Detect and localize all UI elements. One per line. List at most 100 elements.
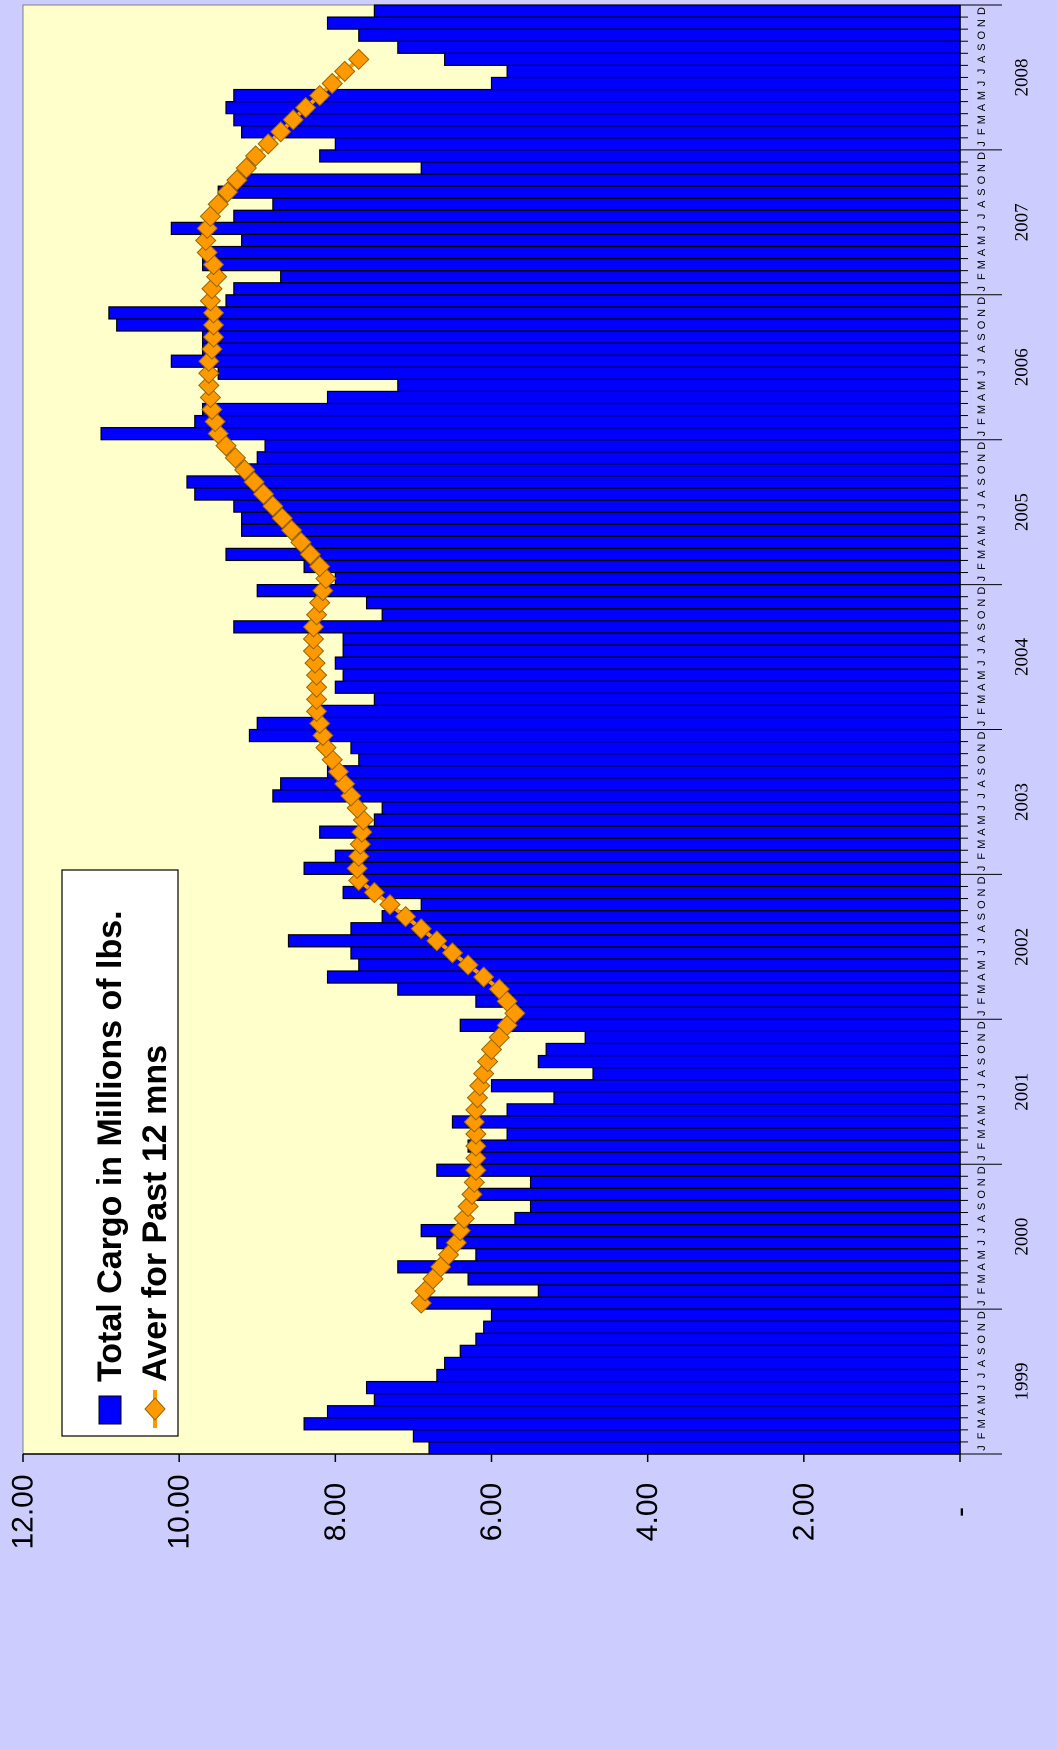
month-label: J: [976, 431, 988, 437]
average-marker: [202, 326, 225, 348]
cargo-bar: [342, 644, 961, 658]
cargo-bar: [116, 318, 961, 332]
cargo-bar: [319, 149, 961, 163]
cargo-bar: [303, 1417, 961, 1431]
month-label: O: [976, 30, 988, 39]
month-label: O: [976, 1190, 988, 1199]
cargo-bar: [194, 414, 961, 429]
month-label: J: [976, 371, 988, 377]
month-label: J: [976, 69, 988, 75]
cargo-bar: [397, 40, 961, 54]
average-marker: [305, 700, 328, 723]
month-label: S: [976, 768, 988, 775]
axes: 12.00 10.00 8.00 6.00 4.00 2.00 -JFMAMJJASONDJ…: [7, 4, 1033, 1550]
cargo-bar: [467, 1187, 961, 1202]
month-label: A: [976, 828, 988, 836]
month-label: S: [976, 188, 988, 195]
average-marker: [426, 930, 448, 952]
average-marker: [226, 169, 248, 191]
month-label: D: [976, 732, 988, 740]
month-label: S: [976, 1348, 988, 1355]
cargo-bar: [475, 1332, 961, 1346]
month-label: F: [976, 998, 988, 1005]
cargo-bar: [373, 692, 961, 706]
cargo-bar: [514, 1211, 961, 1226]
cargo-bar: [334, 656, 961, 670]
average-marker: [472, 966, 495, 988]
month-label: A: [976, 1214, 988, 1222]
cargo-bar: [233, 113, 961, 127]
cargo-bar: [334, 680, 961, 694]
cargo-bar: [201, 342, 961, 356]
cargo-bar: [475, 1248, 961, 1262]
month-label: D: [976, 1166, 988, 1174]
cargo-bar: [217, 366, 961, 380]
month-label: S: [976, 1058, 988, 1065]
cargo-bar: [256, 716, 961, 731]
month-label: J: [976, 866, 988, 872]
cargo-bar: [506, 1127, 961, 1141]
month-label: F: [976, 273, 988, 280]
month-label: D: [976, 442, 988, 450]
average-marker: [294, 96, 317, 119]
legend-bar-swatch: [98, 1395, 122, 1425]
month-label: O: [976, 1335, 988, 1344]
cargo-bar: [280, 777, 961, 791]
cargo-bar: [350, 740, 961, 755]
cargo-bar: [280, 270, 961, 284]
cargo-bar: [201, 330, 961, 344]
month-label: N: [976, 1178, 988, 1186]
month-label: J: [976, 1385, 988, 1391]
cargo-bar: [490, 1308, 961, 1322]
cargo-bar: [319, 825, 961, 839]
month-label: M: [976, 840, 988, 849]
month-label: S: [976, 44, 988, 51]
cargo-bar: [397, 378, 961, 393]
month-label: F: [976, 418, 988, 425]
cargo-bar: [592, 1066, 961, 1081]
month-label: A: [976, 103, 988, 111]
cargo-bar: [256, 583, 961, 598]
month-label: J: [976, 1300, 988, 1306]
cargo-bar: [326, 390, 961, 405]
month-label: D: [976, 7, 988, 15]
month-label: J: [976, 1011, 988, 1017]
month-label: A: [976, 924, 988, 932]
value-tick-label: 2.00: [787, 1483, 820, 1541]
month-label: J: [976, 938, 988, 944]
month-label: M: [976, 260, 988, 269]
average-line-series: [195, 48, 526, 1314]
average-marker: [488, 978, 511, 1000]
month-label: J: [976, 1083, 988, 1089]
cargo-bar: [436, 1368, 961, 1383]
average-marker: [457, 954, 479, 976]
month-label: F: [976, 1142, 988, 1149]
month-label: F: [976, 128, 988, 135]
value-tick-label: 10.00: [163, 1474, 196, 1549]
month-label: M: [976, 1419, 988, 1428]
month-label: J: [976, 1155, 988, 1161]
cargo-bar: [358, 753, 961, 767]
month-label: A: [976, 345, 988, 353]
average-marker: [271, 507, 293, 529]
month-label: J: [976, 515, 988, 521]
cargo-bar: [233, 88, 961, 103]
cargo-bar: [319, 704, 961, 719]
cargo-bar: [483, 1320, 961, 1334]
month-label: N: [976, 599, 988, 607]
average-marker: [321, 72, 343, 95]
cargo-bar: [459, 1344, 961, 1358]
cargo-bar: [186, 475, 961, 489]
month-label: A: [976, 1407, 988, 1415]
average-marker: [262, 495, 284, 517]
month-label: O: [976, 610, 988, 619]
month-label: S: [976, 913, 988, 920]
month-label: S: [976, 623, 988, 630]
cargo-bar: [170, 221, 961, 236]
legend: Total Cargo in Millions of lbs. Aver for …: [61, 869, 179, 1437]
year-label: 2005: [1012, 493, 1033, 531]
month-label: F: [976, 708, 988, 715]
cargo-bar: [233, 282, 961, 296]
month-label: A: [976, 1263, 988, 1271]
